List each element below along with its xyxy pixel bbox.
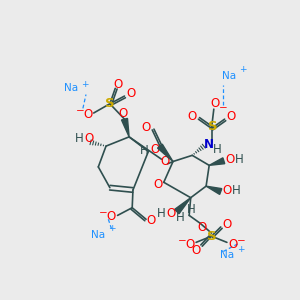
- Text: Na: Na: [220, 250, 234, 260]
- Text: H: H: [75, 132, 83, 145]
- Text: O: O: [185, 238, 195, 251]
- Text: Na: Na: [91, 230, 105, 240]
- Text: −: −: [236, 236, 245, 246]
- Text: O: O: [107, 211, 116, 224]
- Text: −: −: [178, 236, 187, 246]
- Text: H: H: [232, 184, 241, 196]
- Text: O: O: [226, 110, 236, 123]
- Text: Na: Na: [222, 71, 236, 81]
- Text: H: H: [176, 211, 184, 224]
- Text: S: S: [105, 97, 115, 110]
- Text: O: O: [166, 207, 175, 220]
- Text: −: −: [99, 208, 108, 218]
- Polygon shape: [206, 186, 222, 194]
- Text: O: O: [222, 218, 232, 231]
- Text: +: +: [239, 65, 247, 74]
- Text: O: O: [198, 221, 207, 234]
- Text: +: +: [237, 245, 244, 254]
- Text: O: O: [153, 178, 162, 191]
- Text: O: O: [188, 110, 197, 123]
- Polygon shape: [209, 158, 225, 165]
- Text: H: H: [235, 153, 244, 166]
- Text: O: O: [228, 238, 238, 251]
- Text: S: S: [208, 120, 218, 134]
- Text: −: −: [76, 106, 84, 116]
- Text: O: O: [84, 132, 94, 145]
- Text: Na: Na: [64, 83, 78, 93]
- Text: S: S: [207, 230, 216, 243]
- Polygon shape: [175, 198, 191, 214]
- Text: H: H: [157, 207, 166, 220]
- Text: O: O: [83, 108, 92, 121]
- Text: H: H: [140, 144, 149, 157]
- Text: O: O: [225, 153, 235, 166]
- Text: O: O: [150, 143, 159, 157]
- Text: H: H: [213, 143, 222, 157]
- Text: O: O: [161, 155, 170, 168]
- Text: O: O: [147, 214, 156, 227]
- Text: H: H: [187, 203, 196, 216]
- Text: O: O: [191, 244, 201, 256]
- Text: O: O: [222, 184, 232, 196]
- Text: O: O: [118, 107, 128, 120]
- Text: O: O: [126, 87, 135, 100]
- Text: N: N: [203, 138, 213, 151]
- Text: −: −: [219, 103, 227, 112]
- Text: +: +: [108, 224, 116, 233]
- Text: O: O: [211, 97, 220, 110]
- Polygon shape: [122, 118, 129, 137]
- Polygon shape: [158, 144, 173, 161]
- Text: +: +: [81, 80, 88, 89]
- Text: O: O: [141, 121, 151, 134]
- Text: O: O: [113, 78, 122, 91]
